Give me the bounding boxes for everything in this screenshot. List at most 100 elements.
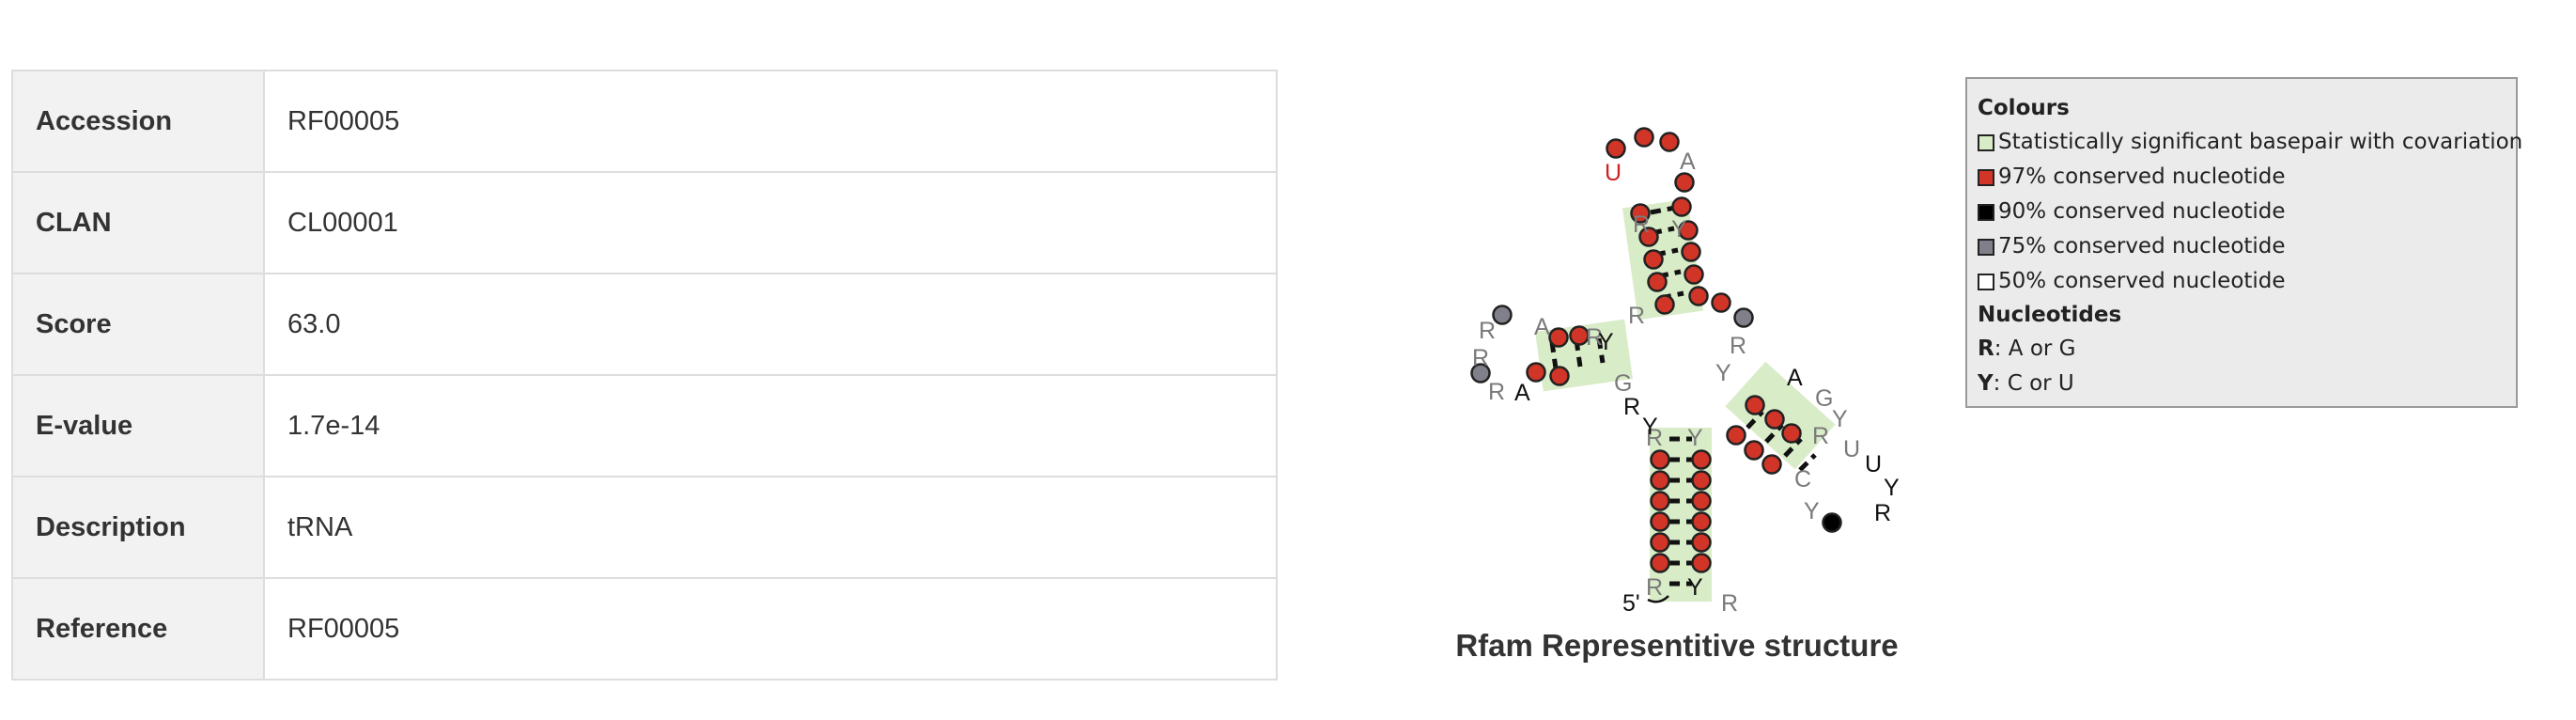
legend-label: 50% conserved nucleotide <box>1998 269 2286 293</box>
nucleotide-letter: C <box>1794 466 1811 493</box>
nucleotide-letter: R <box>1721 590 1738 617</box>
row-key: Description <box>11 476 265 579</box>
table-row: CLAN CL00001 <box>11 171 1278 274</box>
five-prime-hook <box>1647 595 1669 603</box>
legend-colours-title: Colours <box>1978 96 2070 120</box>
nucleotide-circle <box>1650 449 1670 470</box>
nucleotide-letter: Y <box>1598 329 1614 355</box>
nucleotide-circle <box>1822 512 1842 533</box>
legend-nucleotides-title: Nucleotides <box>1978 303 2122 327</box>
nucleotide-letter: A <box>1514 380 1530 406</box>
nucleotide-circle <box>1470 363 1491 383</box>
nucleotide-circle <box>1781 423 1802 444</box>
row-key: Reference <box>11 577 265 681</box>
five-prime-label: 5' <box>1622 590 1640 617</box>
nucleotide-circle <box>1745 395 1765 415</box>
nucleotide-circle <box>1647 272 1668 292</box>
nucleotide-letter: G <box>1614 370 1632 397</box>
nucleotide-circle <box>1733 307 1754 328</box>
nucleotide-circle <box>1634 127 1654 148</box>
basepair-bond <box>1798 453 1817 472</box>
nucleotide-circle <box>1678 220 1699 241</box>
nucleotide-letter: R <box>1488 379 1505 405</box>
row-value: tRNA <box>263 476 1278 579</box>
legend-code: R: A or G <box>1978 332 2516 367</box>
nucleotide-circle <box>1650 491 1670 511</box>
nucleotide-letter: R <box>1472 345 1489 371</box>
nucleotide-letter: Y <box>1832 406 1848 432</box>
nucleotide-letter: Y <box>1642 414 1658 440</box>
legend-code-letter: R <box>1978 337 1994 361</box>
nucleotide-circle <box>1492 305 1513 325</box>
nucleotide-letter: R <box>1623 394 1640 420</box>
row-value: 63.0 <box>263 273 1278 376</box>
nucleotide-circle <box>1691 470 1712 491</box>
nucleotide-circle <box>1630 203 1651 224</box>
nucleotide-circle <box>1744 440 1764 461</box>
row-value: RF00005 <box>263 577 1278 681</box>
legend-code-meaning: : A or G <box>1994 337 2076 361</box>
nucleotide-letter: Y <box>1687 574 1703 601</box>
nucleotide-letter: R <box>1479 318 1496 344</box>
nucleotide-letter: R <box>1730 333 1746 359</box>
nucleotide-letter: R <box>1646 574 1663 601</box>
table-row: Description tRNA <box>11 476 1278 579</box>
nucleotide-circle <box>1671 196 1692 217</box>
legend-code-letter: Y <box>1978 371 1994 396</box>
nucleotide-circle <box>1681 242 1701 262</box>
nucleotide-circle <box>1691 532 1712 553</box>
row-key: CLAN <box>11 171 265 274</box>
legend-label: 97% conserved nucleotide <box>1998 164 2286 189</box>
legend-label: Statistically significant basepair with … <box>1998 130 2523 154</box>
nucleotide-circle <box>1643 249 1664 270</box>
legend-code-meaning: : C or U <box>1993 371 2074 396</box>
nucleotide-letter: R <box>1812 423 1829 449</box>
nucleotide-circle <box>1688 286 1709 306</box>
legend: Colours Statistically significant basepa… <box>1965 77 2522 408</box>
nucleotide-circle <box>1691 553 1712 573</box>
nucleotide-letter: A <box>1680 149 1696 175</box>
table-row: Accession RF00005 <box>11 70 1278 173</box>
nucleotide-circle <box>1764 409 1785 430</box>
nucleotide-circle <box>1650 470 1670 491</box>
nucleotide-circle <box>1711 292 1731 313</box>
nucleotide-letter: R <box>1874 500 1891 526</box>
table-row: Score 63.0 <box>11 273 1278 376</box>
table-row: Reference RF00005 <box>11 577 1278 681</box>
nucleotide-letter: Y <box>1715 360 1731 386</box>
nucleotide-letter: Y <box>1884 475 1900 501</box>
nucleotide-letter: Y <box>1804 498 1820 524</box>
table-row: E-value 1.7e-14 <box>11 374 1278 477</box>
nucleotide-letter: G <box>1815 385 1833 412</box>
legend-item: 75% conserved nucleotide <box>1978 229 2516 264</box>
row-value: RF00005 <box>263 70 1278 173</box>
nucleotide-letter: R <box>1586 324 1603 351</box>
nucleotide-circle <box>1606 138 1626 159</box>
row-key: Accession <box>11 70 265 173</box>
row-value: CL00001 <box>263 171 1278 274</box>
basepair-bond <box>1650 205 1676 215</box>
nucleotide-letter: U <box>1843 436 1860 462</box>
nucleotide-circle <box>1650 553 1670 573</box>
row-value: 1.7e-14 <box>263 374 1278 477</box>
nucleotide-circle <box>1650 532 1670 553</box>
nucleotide-circle <box>1650 511 1670 532</box>
nucleotide-circle <box>1691 449 1712 470</box>
nucleotide-circle <box>1761 454 1782 475</box>
nucleotide-circle <box>1674 172 1695 193</box>
nucleotide-circles <box>1470 127 1842 573</box>
legend-swatch <box>1978 274 1994 290</box>
nucleotide-circle <box>1638 227 1659 247</box>
nucleotide-circle <box>1549 366 1570 386</box>
nucleotide-circle <box>1659 132 1680 152</box>
nucleotide-circle <box>1691 491 1712 511</box>
legend-swatch <box>1978 204 1994 221</box>
legend-swatch <box>1978 134 1994 151</box>
legend-item: 97% conserved nucleotide <box>1978 160 2516 195</box>
nucleotide-circle <box>1569 325 1590 346</box>
nucleotide-circle <box>1726 425 1746 446</box>
nucleotide-letter: U <box>1605 160 1622 186</box>
structure-caption: Rfam Representitive structure <box>1455 628 1899 663</box>
nucleotide-letter: A <box>1787 365 1803 391</box>
